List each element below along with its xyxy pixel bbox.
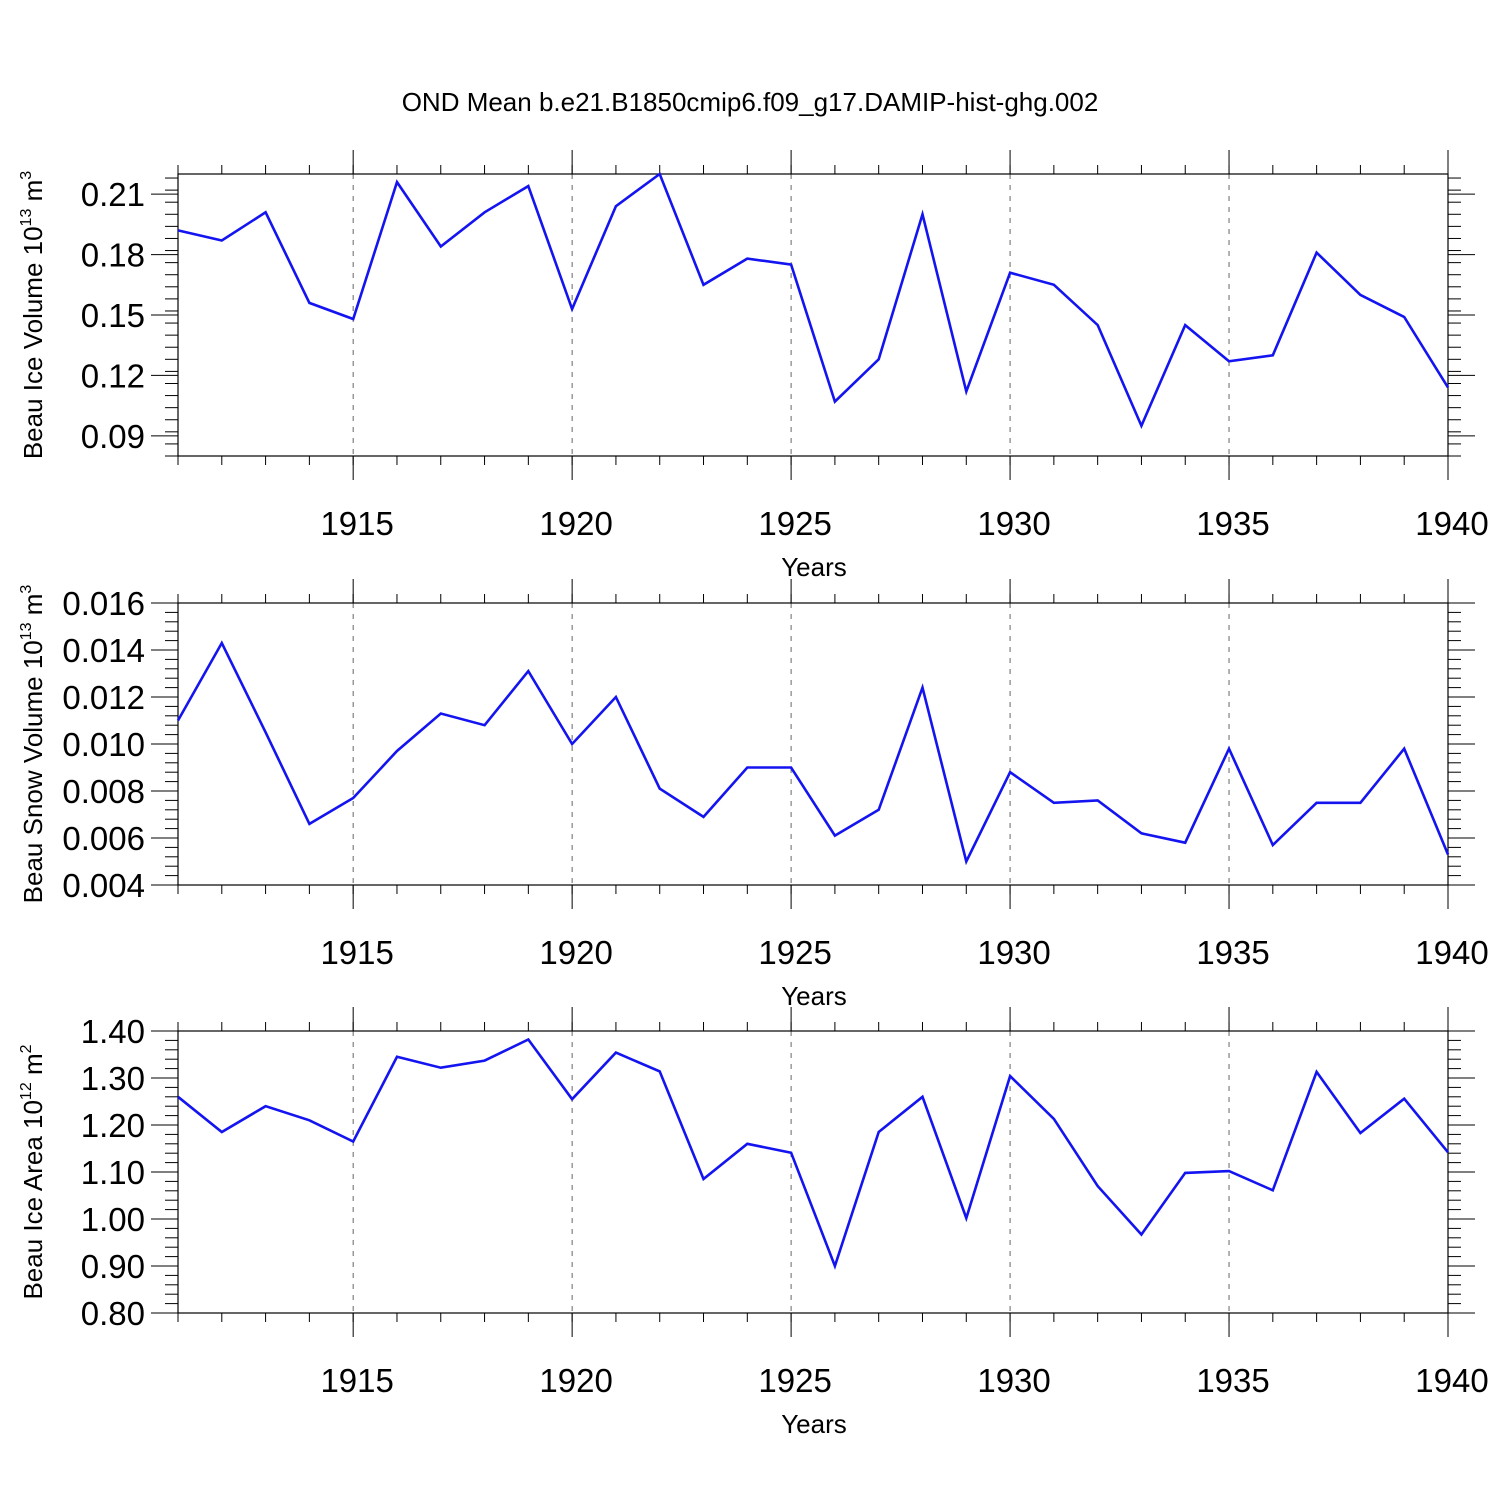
x-tick-label: 1935 <box>1196 934 1269 971</box>
y-tick-label: 0.008 <box>62 773 145 810</box>
y-tick-label: 0.15 <box>81 297 145 334</box>
y-tick-label: 0.010 <box>62 726 145 763</box>
series-line <box>176 640 1450 866</box>
y-tick-label: 1.00 <box>81 1201 145 1238</box>
panel-ice-volume: 0.09 0.12 0.15 0.18 0.21 1915 1920 1925 1930 1935… <box>18 150 1489 582</box>
y-tick-label: 1.40 <box>81 1013 145 1050</box>
y-tick-label: 0.014 <box>62 632 145 669</box>
y-tick-label: 0.012 <box>62 679 145 716</box>
x-tick-label: 1930 <box>977 1362 1050 1399</box>
x-tick-label: 1940 <box>1415 1362 1488 1399</box>
x-tick-label: 1935 <box>1196 1362 1269 1399</box>
y-tick-label: 0.016 <box>62 585 145 622</box>
x-tick-label: 1925 <box>758 505 831 542</box>
y-tick-label: 0.18 <box>81 237 145 274</box>
plot-frame <box>177 173 1449 457</box>
x-tick-label: 1915 <box>320 505 393 542</box>
panel-ice-area: 0.80 0.90 1.00 1.10 1.20 1.30 1.40 1915 1920 1925… <box>18 1007 1489 1439</box>
y-axis-label: Beau Ice Volume 1013 m3 <box>18 171 48 459</box>
y-tick-label: 0.004 <box>62 867 145 904</box>
y-tick-label: 0.80 <box>81 1295 145 1332</box>
y-axis-label: Beau Ice Area 1012 m2 <box>18 1044 48 1299</box>
x-tick-label: 1940 <box>1415 505 1488 542</box>
panels: 0.09 0.12 0.15 0.18 0.21 1915 1920 1925 1930 1935… <box>18 150 1489 1439</box>
y-tick-label: 1.20 <box>81 1107 145 1144</box>
x-tick-label: 1935 <box>1196 505 1269 542</box>
y-tick-label: 1.30 <box>81 1060 145 1097</box>
y-tick-label: 0.12 <box>81 357 145 394</box>
y-axis-label: Beau Snow Volume 1013 m3 <box>18 585 48 904</box>
plot-frame <box>177 1030 1449 1314</box>
y-tick-label: 0.21 <box>81 176 145 213</box>
figure-title: OND Mean b.e21.B1850cmip6.f09_g17.DAMIP-… <box>402 87 1099 117</box>
y-tick-label: 0.006 <box>62 820 145 857</box>
series-line <box>177 171 1450 430</box>
y-tick-label: 1.10 <box>81 1154 145 1191</box>
x-tick-label: 1915 <box>320 934 393 971</box>
x-axis-label: Years <box>781 1409 847 1439</box>
x-tick-label: 1925 <box>758 1362 831 1399</box>
x-tick-label: 1915 <box>320 1362 393 1399</box>
x-tick-label: 1920 <box>539 505 612 542</box>
x-tick-label: 1940 <box>1415 934 1488 971</box>
x-axis-label: Years <box>781 981 847 1011</box>
y-tick-label: 0.90 <box>81 1248 145 1285</box>
series-line <box>177 1037 1450 1270</box>
x-tick-label: 1930 <box>977 505 1050 542</box>
plot-frame <box>177 602 1449 886</box>
y-tick-label: 0.09 <box>81 418 145 455</box>
x-tick-label: 1925 <box>758 934 831 971</box>
x-tick-label: 1930 <box>977 934 1050 971</box>
panel-snow-volume: 0.004 0.006 0.008 0.010 0.012 0.014 0.016 1915 1… <box>18 579 1489 1011</box>
x-axis-label: Years <box>781 552 847 582</box>
x-tick-label: 1920 <box>539 1362 612 1399</box>
x-tick-label: 1920 <box>539 934 612 971</box>
